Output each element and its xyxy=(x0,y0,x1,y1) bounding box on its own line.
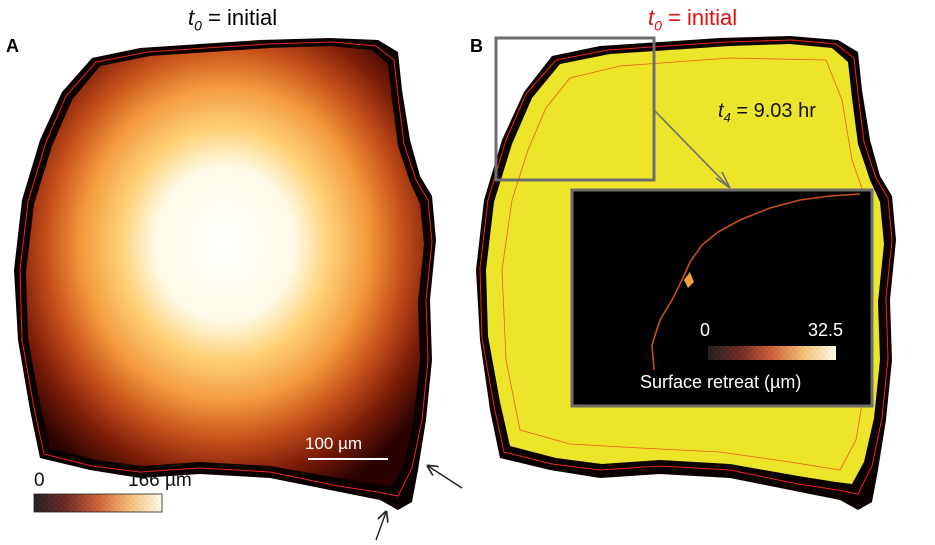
zoom-connector xyxy=(653,109,729,187)
panel-b-time-sub: 4 xyxy=(723,110,731,125)
panel-b-letter: B xyxy=(470,36,483,56)
inset-frame xyxy=(570,188,874,408)
arrow-right xyxy=(428,466,463,489)
panel-a-title-var: t xyxy=(188,5,195,30)
zoom-box xyxy=(494,36,656,182)
panel-a-grain-body xyxy=(26,46,424,486)
panel-a-grain xyxy=(14,38,436,510)
inset-colorbar-max: 32.5 xyxy=(808,320,844,340)
panel-b-time-var: t xyxy=(718,100,724,122)
scale-bar-label: 100 µm xyxy=(305,434,363,453)
panel-a-title: t0 = initial xyxy=(188,5,277,33)
panel-b-title-sub: 0 xyxy=(654,17,662,34)
panel-a-outline xyxy=(19,41,433,497)
inset-caption: Surface retreat (µm) xyxy=(640,372,802,392)
inset-retreat-blob xyxy=(684,272,694,288)
panel-a-title-rest: = initial xyxy=(201,5,278,30)
panel-b-inner-contour xyxy=(501,57,871,471)
inset-colorbar-min: 0 xyxy=(700,320,711,340)
panel-b-title-var: t xyxy=(648,5,655,30)
inset-retreat-trace xyxy=(651,193,861,371)
panel-b-time-rest: = 9.03 hr xyxy=(730,100,816,122)
zoom-connector-arrowhead xyxy=(715,171,731,189)
panel-b-time-label: t4 = 9.03 hr xyxy=(718,100,816,125)
panel-b-title-rest: = initial xyxy=(661,5,738,30)
colorbar-a-max: 166 µm xyxy=(128,470,192,491)
panel-a-letter: A xyxy=(6,36,19,56)
colorbar-inset xyxy=(708,346,836,360)
panel-a-title-sub: 0 xyxy=(194,17,202,34)
panel-b-title: t0 = initial xyxy=(648,5,737,33)
arrow-bottom xyxy=(375,512,386,541)
inset xyxy=(570,188,874,408)
colorbar-a xyxy=(33,493,163,513)
panel-b-outline xyxy=(479,39,893,495)
colorbar-a-min: 0 xyxy=(34,470,45,491)
